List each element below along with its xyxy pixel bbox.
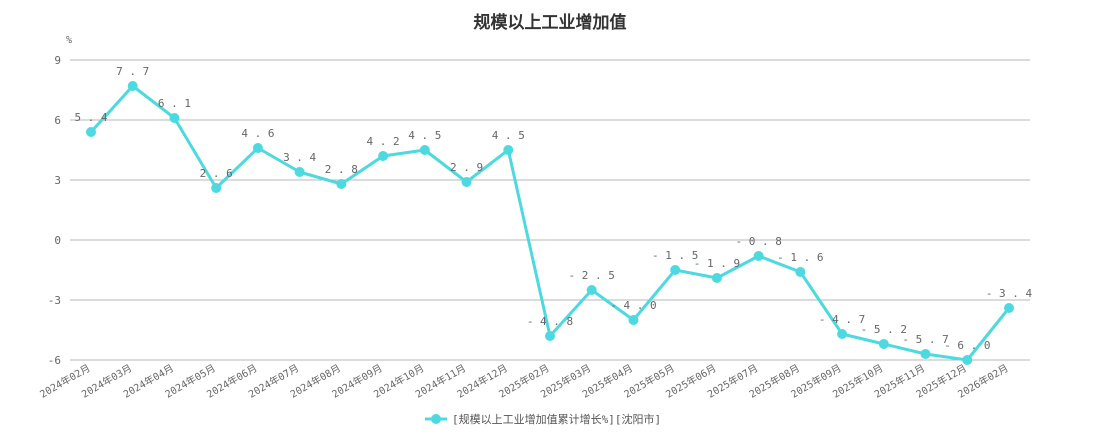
data-label: - 4 . 0 [610, 299, 656, 312]
data-point[interactable] [378, 151, 389, 161]
data-label: 4 . 5 [492, 129, 525, 142]
data-point[interactable] [670, 265, 681, 275]
data-point[interactable] [211, 183, 222, 193]
data-point[interactable] [586, 285, 597, 295]
y-tick-label: 3 [54, 174, 61, 187]
data-label: - 0 . 8 [735, 235, 781, 248]
data-label: - 6 . 0 [944, 339, 990, 352]
data-label: - 1 . 9 [694, 257, 740, 270]
legend-label: [规模以上工业增加值累计增长%][沈阳市] [452, 412, 661, 426]
y-axis-unit: % [66, 35, 72, 46]
data-label: 4 . 6 [241, 127, 274, 140]
data-label: - 3 . 4 [986, 287, 1033, 300]
data-label: - 1 . 6 [777, 251, 823, 264]
y-tick-label: 9 [54, 54, 61, 67]
legend-marker-icon [431, 414, 441, 424]
data-label: - 4 . 8 [527, 315, 573, 328]
data-point[interactable] [294, 167, 305, 177]
data-point[interactable] [1004, 303, 1014, 313]
data-label: 2 . 8 [325, 163, 358, 176]
data-point[interactable] [628, 315, 639, 325]
data-point[interactable] [503, 145, 514, 155]
data-label: - 5 . 7 [902, 333, 948, 346]
grid-lines [70, 59, 1030, 361]
data-label: - 1 . 5 [652, 249, 698, 262]
data-point[interactable] [878, 339, 889, 349]
x-axis-ticks: 2024年02月2024年03月2024年04月2024年05月2024年06月… [37, 361, 1010, 400]
data-point[interactable] [252, 143, 263, 153]
y-tick-label: -3 [48, 294, 61, 307]
data-label: 2 . 9 [450, 161, 483, 174]
data-point[interactable] [169, 113, 180, 123]
y-axis-ticks: 9 6 3 0 -3 -6 [48, 54, 61, 367]
data-point[interactable] [127, 81, 138, 91]
data-point[interactable] [545, 331, 555, 341]
series-layer [86, 81, 1014, 365]
data-labels: 5 . 4 7 . 7 6 . 1 2 . 6 4 . 6 3 . 4 2 . 8 4 . 2… [74, 65, 1032, 352]
data-point[interactable] [753, 251, 764, 261]
y-tick-label: 6 [54, 114, 61, 127]
chart-title: 规模以上工业增加值 [473, 13, 627, 33]
data-point[interactable] [962, 355, 973, 365]
data-label: 4 . 2 [367, 135, 400, 148]
data-point[interactable] [336, 179, 347, 189]
data-point[interactable] [795, 267, 806, 277]
data-point[interactable] [461, 177, 472, 187]
data-label: 3 . 4 [283, 151, 316, 164]
data-label: 2 . 6 [200, 167, 233, 180]
data-label: - 2 . 5 [569, 269, 615, 282]
y-tick-label: 0 [54, 234, 61, 247]
data-point[interactable] [837, 329, 848, 339]
data-label: 6 . 1 [158, 97, 191, 110]
data-label: 7 . 7 [116, 65, 149, 78]
data-label: 4 . 5 [408, 129, 441, 142]
data-point[interactable] [711, 273, 722, 283]
data-point[interactable] [920, 349, 931, 359]
y-tick-label: -6 [48, 354, 61, 367]
data-point[interactable] [86, 127, 96, 137]
data-label: 5 . 4 [74, 111, 107, 124]
data-label: - 4 . 7 [819, 313, 865, 326]
data-point[interactable] [419, 145, 430, 155]
data-label: - 5 . 2 [861, 323, 907, 336]
legend[interactable]: [规模以上工业增加值累计增长%][沈阳市] [425, 412, 661, 426]
